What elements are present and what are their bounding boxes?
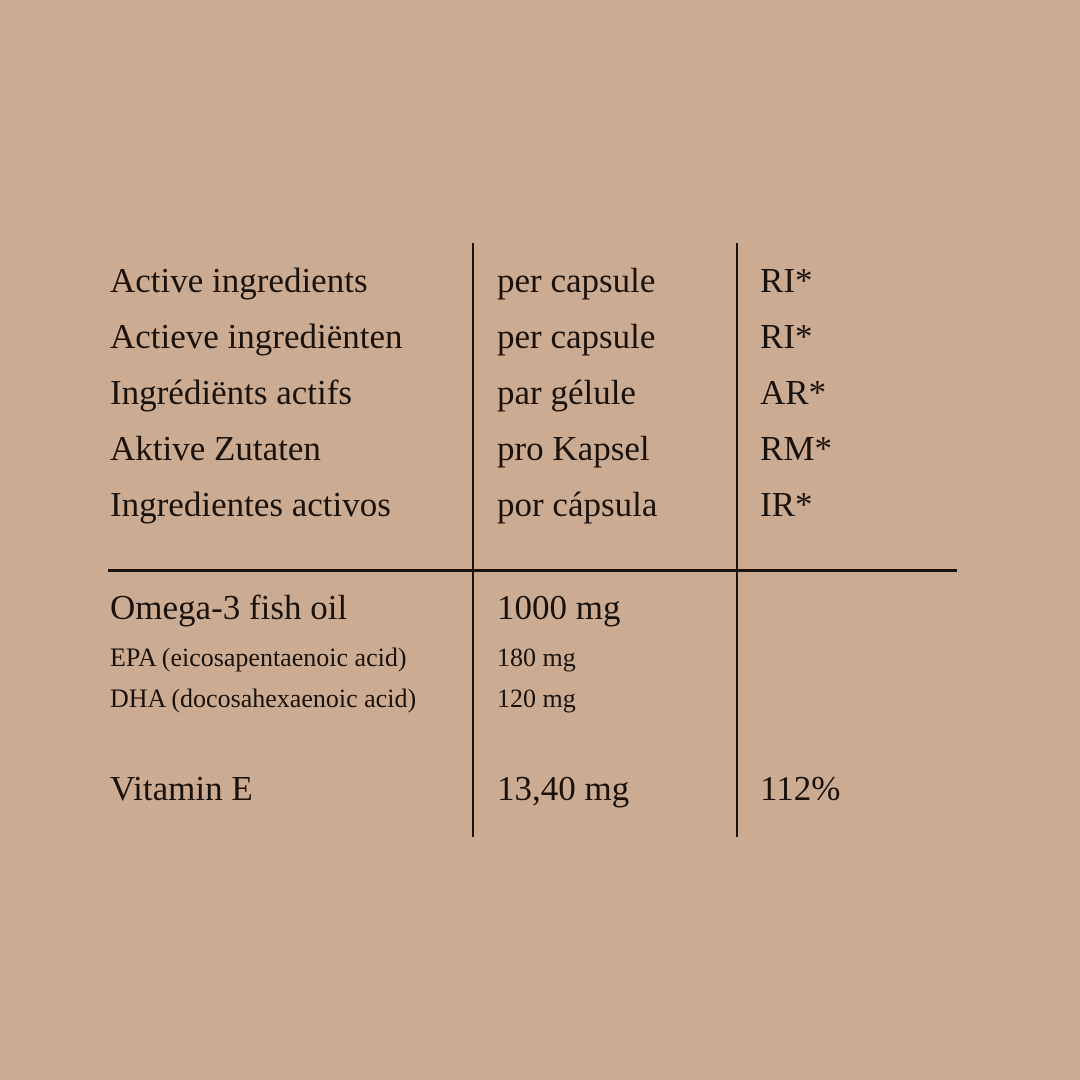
header-row-en: Active ingredients per capsule RI* <box>0 253 1080 309</box>
per-capsule-label: pro Kapsel <box>497 429 650 468</box>
ingredient-amount: 13,40 mg <box>497 769 630 808</box>
per-capsule-label: por cápsula <box>497 485 658 524</box>
per-capsule-label: par gélule <box>497 373 636 412</box>
ingredient-amount: 120 mg <box>497 684 576 713</box>
ingredient-row-dha: DHA (docosahexaenoic acid) 120 mg <box>0 678 1080 719</box>
per-capsule-label: per capsule <box>497 317 656 356</box>
per-capsule-label: per capsule <box>497 261 656 300</box>
reference-intake-label: IR* <box>760 485 813 524</box>
ingredient-amount: 1000 mg <box>497 588 621 627</box>
reference-intake-label: RM* <box>760 429 832 468</box>
ingredient-row-epa: EPA (eicosapentaenoic acid) 180 mg <box>0 637 1080 678</box>
ingredients-label: Actieve ingrediënten <box>110 317 403 356</box>
column-divider-1 <box>472 243 474 837</box>
header-divider-rule <box>108 569 957 572</box>
ingredients-label: Aktive Zutaten <box>110 429 321 468</box>
ingredient-name: DHA (docosahexaenoic acid) <box>110 684 417 713</box>
ingredient-name: EPA (eicosapentaenoic acid) <box>110 643 407 672</box>
ingredients-label: Ingrédiënts actifs <box>110 373 352 412</box>
ingredient-name: Omega-3 fish oil <box>110 588 348 627</box>
ingredient-row-omega3: Omega-3 fish oil 1000 mg <box>0 580 1080 636</box>
reference-intake-label: RI* <box>760 261 813 300</box>
ingredient-amount: 180 mg <box>497 643 576 672</box>
column-divider-2 <box>736 243 738 837</box>
reference-intake-label: AR* <box>760 373 827 412</box>
ingredient-row-vitamin-e: Vitamin E 13,40 mg 112% <box>0 761 1080 817</box>
reference-intake-label: RI* <box>760 317 813 356</box>
header-row-nl: Actieve ingrediënten per capsule RI* <box>0 309 1080 365</box>
ingredients-label: Ingredientes activos <box>110 485 391 524</box>
header-row-es: Ingredientes activos por cápsula IR* <box>0 477 1080 533</box>
ingredients-label: Active ingredients <box>110 261 368 300</box>
reference-intake-value: 112% <box>760 769 841 808</box>
header-row-fr: Ingrédiënts actifs par gélule AR* <box>0 365 1080 421</box>
ingredient-name: Vitamin E <box>110 769 253 808</box>
header-row-de: Aktive Zutaten pro Kapsel RM* <box>0 421 1080 477</box>
